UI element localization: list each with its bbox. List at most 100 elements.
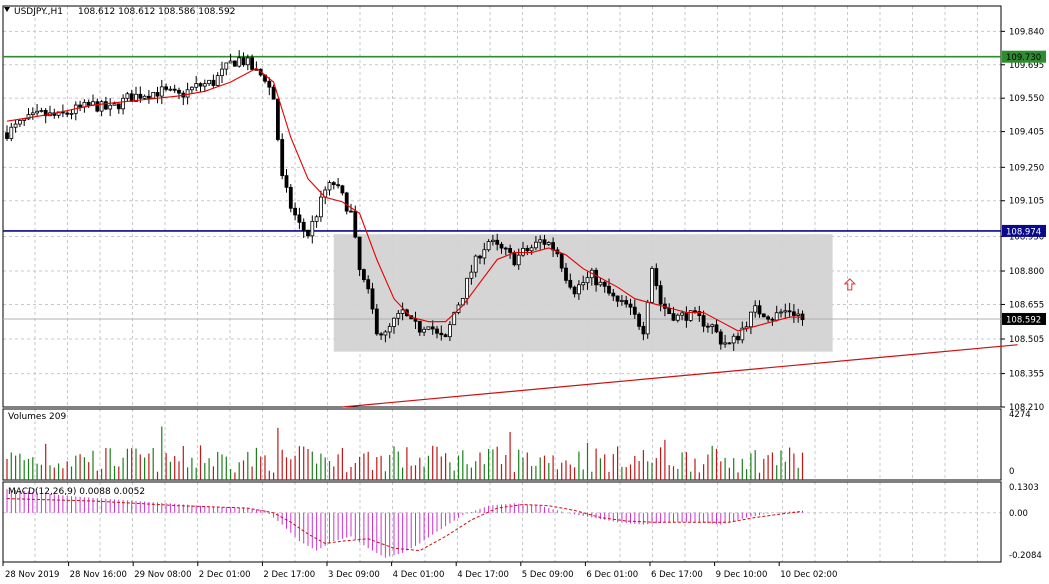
time-tick-label[interactable]: 2 Dec 01:00: [199, 570, 251, 580]
candle-body: [400, 309, 405, 314]
candle-body: [168, 88, 173, 91]
candle-body: [327, 182, 332, 191]
candle-body: [13, 123, 18, 128]
candle-body: [426, 326, 431, 330]
candle-body: [779, 311, 783, 314]
time-tick-label[interactable]: 10 Dec 02:00: [780, 570, 837, 580]
time-tick-label[interactable]: 29 Nov 08:00: [134, 570, 191, 580]
candle-body: [65, 112, 70, 115]
candle-body: [697, 311, 702, 316]
candle-body: [232, 60, 237, 67]
time-tick-label[interactable]: 6 Dec 17:00: [651, 570, 703, 580]
candle-body: [787, 310, 792, 313]
candle-body: [95, 101, 100, 112]
candle-body: [194, 83, 199, 88]
resistance-price-label: 109.730: [1006, 53, 1041, 63]
up-arrow-icon[interactable]: [843, 278, 857, 291]
time-tick-label[interactable]: 9 Dec 10:00: [716, 570, 768, 580]
candle-body: [508, 247, 513, 253]
candle-body: [164, 86, 169, 90]
candle-body: [439, 332, 444, 336]
candle-body: [396, 312, 401, 319]
candle-body: [314, 216, 319, 222]
candle-body: [465, 277, 470, 299]
time-tick-label[interactable]: 3 Dec 09:00: [328, 570, 380, 580]
time-tick-label[interactable]: 28 Nov 16:00: [70, 570, 127, 580]
trend-line[interactable]: [342, 344, 1018, 408]
collapse-triangle-icon[interactable]: [4, 7, 10, 12]
candle-body: [108, 104, 113, 110]
candle-body: [17, 120, 22, 125]
candle-body: [490, 239, 495, 242]
candle-body: [134, 93, 138, 102]
candle-body: [241, 57, 246, 66]
candle-body: [727, 342, 732, 345]
candle-body: [357, 236, 362, 270]
candle-body: [9, 126, 14, 139]
candle-body: [185, 89, 190, 98]
candle-body: [585, 277, 590, 284]
price-tick-label: 109.840: [1009, 27, 1044, 37]
candle-body: [516, 254, 521, 266]
candle-body: [207, 79, 212, 85]
moving-average-group: [6, 67, 803, 332]
candle-body: [383, 331, 388, 336]
candle-body: [422, 328, 427, 333]
candle-body: [271, 86, 276, 100]
candle-body: [792, 311, 796, 316]
time-tick-label[interactable]: 28 Nov 2019: [5, 570, 59, 580]
candle-body: [155, 92, 160, 97]
candle-body: [129, 93, 134, 102]
support-price-label: 108.974: [1006, 227, 1041, 237]
macd-bars: [6, 489, 803, 558]
candle-body: [594, 269, 598, 286]
time-tick-label[interactable]: 4 Dec 01:00: [393, 570, 445, 580]
price-tick-label: 108.950: [1009, 232, 1044, 242]
candle-body: [189, 86, 194, 91]
candle-body: [30, 112, 35, 116]
candle-body: [224, 62, 229, 70]
candle-body: [69, 112, 74, 115]
price-tick-label: 108.505: [1009, 335, 1044, 345]
macd-pane-frame: [2, 481, 1002, 563]
candle-body: [142, 95, 147, 99]
candle-body: [658, 285, 663, 305]
candle-body: [245, 57, 250, 66]
candle-body: [288, 186, 293, 209]
candle-body: [529, 247, 534, 252]
candle-body: [198, 83, 203, 87]
support-price-label-box: [1002, 224, 1046, 237]
price-tick-label: 108.210: [1009, 403, 1044, 413]
time-tick-label[interactable]: 4 Dec 17:00: [457, 570, 509, 580]
time-tick-label[interactable]: 2 Dec 17:00: [263, 570, 315, 580]
candle-body: [770, 318, 775, 321]
candle-body: [684, 312, 689, 321]
candle-body: [447, 324, 452, 338]
candle-body: [671, 313, 676, 321]
time-tick-label[interactable]: 5 Dec 09:00: [522, 570, 574, 580]
candle-body: [495, 239, 500, 245]
candle-body: [306, 229, 310, 237]
candle-body: [542, 239, 547, 245]
candle-body: [297, 214, 302, 223]
candle-body: [637, 313, 641, 327]
candle-body: [370, 288, 375, 310]
candle-body: [5, 132, 9, 139]
horizontal-levels[interactable]: [3, 55, 1018, 408]
candle-body: [624, 300, 629, 305]
price-tick-label: 109.250: [1009, 163, 1044, 173]
candle-body: [546, 242, 551, 245]
candle-body: [680, 312, 684, 316]
candle-body: [525, 247, 530, 252]
candle-body: [688, 310, 693, 321]
time-tick-label[interactable]: 6 Dec 01:00: [586, 570, 638, 580]
macd-min-label: -0.2084: [1009, 551, 1042, 561]
candle-body: [293, 207, 298, 216]
candle-body: [774, 312, 779, 321]
price-tick-label: 109.695: [1009, 61, 1044, 71]
candle-body: [26, 114, 31, 120]
candle-body: [512, 252, 517, 266]
candle-body: [482, 249, 487, 259]
